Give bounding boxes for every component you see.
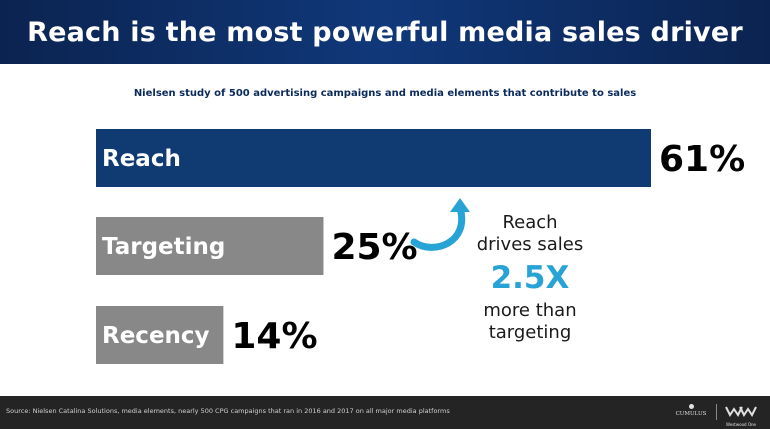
footer: Source: Nielsen Catalina Solutions, medi… — [0, 396, 770, 429]
callout-line-2: drives sales — [476, 234, 584, 255]
bar-recency — [96, 306, 224, 364]
logo-dot-icon — [688, 404, 694, 409]
bar-label-reach: Reach — [102, 146, 181, 172]
cumulus-logo: CUMULUS — [672, 404, 710, 417]
westwood-one-mark-icon — [725, 406, 757, 417]
callout-line-4: targeting — [488, 322, 572, 343]
cumulus-logo-text: CUMULUS — [675, 411, 707, 417]
bar-label-targeting: Targeting — [102, 234, 225, 260]
bar-value-reach: 61% — [659, 139, 745, 180]
bar-value-targeting: 25% — [331, 227, 417, 268]
bar-targeting — [96, 217, 324, 275]
callout-line-3: more than — [483, 300, 577, 321]
bar-reach — [96, 129, 651, 187]
westwood-one-logo-text: Westwood One — [726, 422, 756, 427]
callout: Reach drives sales 2.5X more than target… — [462, 212, 598, 344]
page-title: Reach is the most powerful media sales d… — [27, 16, 743, 48]
source-note: Source: Nielsen Catalina Solutions, medi… — [6, 407, 450, 415]
bar-value-recency: 14% — [231, 316, 317, 357]
chart-subtitle: Nielsen study of 500 advertising campaig… — [133, 88, 637, 99]
bar-label-recency: Recency — [102, 323, 210, 349]
curved-arrow-icon — [410, 198, 470, 251]
logo-divider — [716, 404, 717, 420]
callout-multiplier: 2.5X — [490, 260, 570, 296]
westwood-one-logo: Westwood One — [724, 402, 758, 427]
callout-line-1: Reach — [502, 212, 558, 233]
header-banner: Reach is the most powerful media sales d… — [0, 0, 770, 64]
